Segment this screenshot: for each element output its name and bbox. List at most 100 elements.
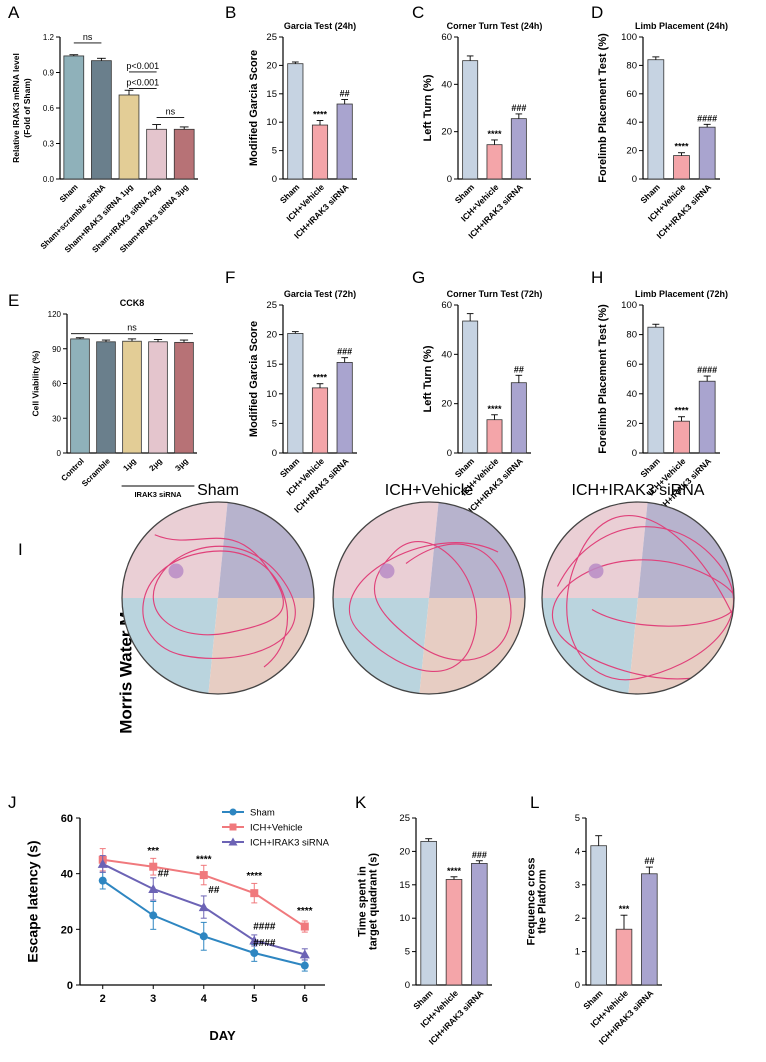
bar-A-1 (91, 60, 112, 180)
bar-D-0 (647, 59, 665, 180)
x-tick-label-L-0: Sham (581, 988, 605, 1012)
y-tick-label-A: 1.2 (43, 33, 55, 42)
significance-mark-H-2: #### (697, 365, 717, 375)
panel-G: G Corner Turn Test (72h) Left Turn (%) 0 20 4… (412, 268, 542, 515)
significance-mark-F-1: **** (313, 373, 328, 383)
bar-E-0 (70, 338, 90, 454)
y-tick-label-B: 20 (266, 60, 277, 71)
x-tick-label-E-2: 1μg (121, 456, 138, 473)
y-tick-label-L: 2 (575, 913, 580, 924)
data-point-J-0 (250, 948, 259, 957)
significance-mark-J-0: *** (147, 846, 159, 857)
significance-mark-C-2: ### (511, 103, 526, 113)
significance-mark-D-1: **** (674, 142, 689, 152)
data-point-J-0 (149, 911, 158, 920)
y-tick-label-F: 10 (266, 389, 277, 400)
y-tick-label-F: 25 (266, 300, 277, 311)
x-tick-label-J: 5 (251, 993, 257, 1005)
y-tick-label-F: 0 (272, 448, 277, 459)
legend-label-1: ICH+Vehicle (250, 823, 303, 834)
maze-quadrants-1 (333, 502, 525, 694)
y-axis-label-C: Left Turn (%) (422, 74, 434, 141)
y-tick-label-D: 100 (621, 32, 637, 43)
bracket-label-A-1: p<0.001 (126, 61, 159, 71)
y-tick-label-F: 20 (266, 330, 277, 341)
y-tick-label-C: 60 (441, 32, 452, 43)
y-tick-label-H: 60 (626, 359, 637, 370)
y-tick-label-C: 40 (441, 79, 452, 90)
bar-G-1 (486, 419, 503, 454)
bar-D-2 (698, 126, 716, 180)
bar-F-1 (311, 387, 329, 454)
significance-mark-J-2: **** (246, 871, 262, 882)
data-point-J-2 (148, 883, 159, 893)
maze-outline-0 (121, 501, 315, 695)
y-tick-label-B: 15 (266, 89, 277, 100)
bar-G-2 (510, 382, 527, 454)
y-tick-label-H: 40 (626, 389, 637, 400)
legend-marker-1 (229, 823, 237, 831)
x-tick-label-E-1: Scramble (80, 456, 112, 488)
y-axis-label-E: Cell Viability (%) (30, 350, 40, 416)
x-tick-label-J: 2 (100, 993, 106, 1005)
y-tick-label-L: 0 (575, 980, 580, 991)
bar-D-1 (673, 155, 690, 180)
data-point-J-2 (299, 949, 310, 959)
significance-mark-J-7: #### (253, 938, 276, 949)
data-point-J-1 (149, 862, 158, 871)
data-point-J-1 (250, 889, 259, 898)
y-tick-label-A: 0.9 (43, 69, 55, 78)
bracket-label-A-2: p<0.001 (126, 77, 159, 87)
y-axis-label-G: Left Turn (%) (422, 345, 434, 412)
data-point-J-0 (98, 876, 107, 885)
swim-path-1 (348, 541, 512, 672)
y-tick-label-K: 25 (399, 813, 410, 824)
panel-A: A Relative IRAK3 mRNA level (Fold of Sham)… (8, 3, 198, 255)
y-tick-label-F: 15 (266, 359, 277, 370)
significance-mark-L-1: *** (619, 904, 630, 914)
y-tick-label-B: 5 (272, 146, 277, 157)
y-tick-label-E: 90 (52, 345, 61, 354)
y-axis-label-L: Frequence cross (525, 857, 537, 945)
y-tick-label-G: 40 (441, 349, 452, 360)
bar-C-2 (510, 118, 527, 180)
bar-B-2 (336, 103, 353, 180)
quadrant-bottom-left (333, 598, 429, 694)
significance-mark-D-2: #### (697, 113, 717, 123)
y-tick-label-B: 10 (266, 117, 277, 128)
y-tick-label-K: 5 (405, 947, 410, 958)
y-tick-label-G: 60 (441, 300, 452, 311)
bar-K-1 (445, 879, 463, 986)
y-axis-label-B: Modified Garcia Score (248, 50, 260, 166)
panel-F: F Garcia Test (72h) Modified Garcia Score 0… (225, 268, 357, 515)
bar-E-4 (174, 341, 194, 454)
data-point-J-2 (97, 858, 108, 868)
significance-mark-G-2: ## (514, 364, 524, 374)
panel-D: D Limb Placement (24h) Forelimb Placement … (591, 3, 728, 241)
y-axis-label-F: Modified Garcia Score (248, 321, 260, 437)
panel-letter-C: C (412, 3, 424, 22)
chart-title-G: Corner Turn Test (72h) (447, 289, 543, 299)
panel-letter-A: A (8, 3, 20, 22)
bar-A-3 (146, 128, 167, 180)
swim-path-0 (142, 534, 296, 668)
y-tick-label-L: 4 (575, 846, 580, 857)
bar-F-0 (287, 333, 304, 454)
chart-title-D: Limb Placement (24h) (635, 21, 728, 31)
bar-A-2 (118, 94, 140, 180)
chart-title-F: Garcia Test (72h) (284, 289, 356, 299)
chart-title-C: Corner Turn Test (24h) (447, 21, 543, 31)
y-tick-label-H: 80 (626, 330, 637, 341)
significance-mark-K-1: **** (447, 866, 462, 876)
significance-mark-J-6: #### (253, 921, 276, 932)
y-tick-label-K: 15 (399, 880, 410, 891)
y-axis-label-A: (Fold of Sham) (22, 78, 32, 138)
x-tick-label-H-0: Sham (638, 456, 662, 480)
bar-L-0 (590, 845, 607, 986)
maze-outline-1 (332, 501, 526, 695)
bar-H-0 (647, 326, 665, 454)
y-tick-label-J: 60 (61, 813, 73, 825)
data-point-J-1 (300, 922, 309, 931)
